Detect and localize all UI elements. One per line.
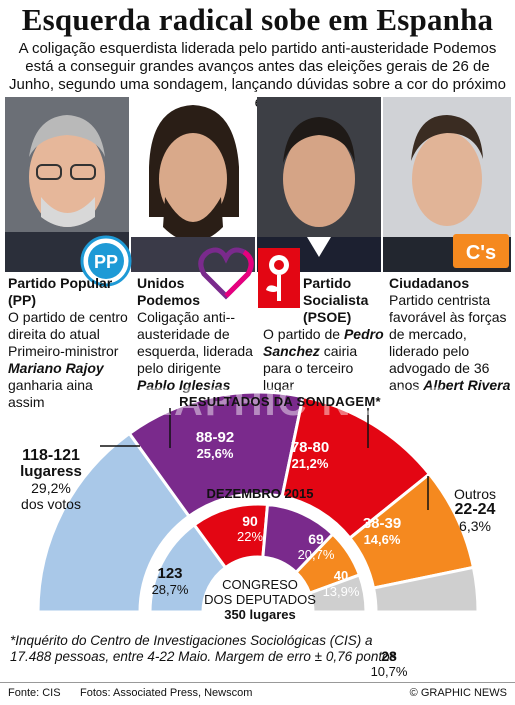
label-psoe-dec: 90 22% [222,513,278,545]
seats: 69 [308,531,324,547]
party-leader: Pedro Sanchez [263,326,384,359]
seats: 40 [333,568,349,583]
december-segment-outros [307,573,368,614]
podemos-heart-logo [196,246,256,306]
party-cs: Ciudadanos Partido centrista favorável à… [389,275,513,394]
seats: 22-24 [454,501,496,518]
vote-share: 14,6% [363,532,401,547]
seats: 88-92 [195,429,235,446]
congress-line2: DOS DEPUTADOS [204,592,316,607]
december-ring [148,502,368,614]
label-podemos-poll: 88-92 25,6% [180,430,250,462]
vote-share: 21,2% [291,456,329,471]
congress-label: CONGRESO DOS DEPUTADOS 350 lugares [200,577,320,622]
page-title: Esquerda radical sobe em Espanha [21,2,494,37]
pp-logo: PP [80,235,132,292]
leader-lines [100,408,429,510]
parliament-chart [36,390,480,614]
label-psoe-poll: 78-80 21,2% [275,440,345,472]
seats: 78-80 [290,439,330,456]
party-podemos: Unidos Podemos Coligação anti--austerida… [137,275,261,394]
party-desc: Coligação anti--austeridade de esquerda,… [137,309,253,376]
seats: 38-39 [362,515,402,532]
december-title: DEZEMBRO 2015 [206,486,314,501]
congress-seats: 350 lugares [224,607,296,622]
seats: 118-121 [22,447,80,464]
seats: 90 [242,513,258,529]
vote-unit: dos votos [21,496,81,512]
footer: Fonte: CIS Fotos: Associated Press, News… [0,682,515,705]
seats-unit: lugaress [20,463,82,480]
cs-logo: C's [453,234,509,273]
label-outros-poll: Outros 22-24 6,3% [440,486,510,534]
party-name: Ciudadanos [389,275,470,291]
party-leader: Mariano Rajoy [8,360,104,376]
label-pp-dec: 123 28,7% [140,566,200,598]
psoe-rose-logo [258,248,300,313]
party-leader: Albert Rivera [423,377,511,393]
label-pp-poll: 118-121 lugaress 29,2% dos votos [6,447,96,513]
watermark: GRAPHIC NEWS [110,380,450,424]
party-name: Unidos Podemos [137,275,201,308]
vote-share: 20,7% [297,547,335,562]
vote-share: 6,3% [459,518,491,534]
footer-source: Fonte: CIS [8,687,61,699]
label-cs-dec: 40 13,9% [316,568,366,600]
congress-line1: CONGRESO [222,577,298,592]
vote-share: 22% [236,529,264,544]
vote-share: 28,7% [151,582,189,597]
party-leader: Pablo Iglesias [137,377,231,393]
cs-logo-text: C's [466,242,496,264]
party-desc: Partido centrista favorável às forças de… [389,292,507,393]
party-desc-after: cairia para o terceiro lugar [263,343,358,393]
vote-share: 13,9% [322,584,360,599]
party-name: Partido Socialista (PSOE) [303,275,369,325]
party-psoe: Partido Socialista (PSOE) O partido de P… [263,275,387,394]
photo-sanchez [257,97,381,272]
party-name: Partido Popular (PP) [8,275,113,308]
pp-logo-text: PP [94,252,118,272]
party-desc: O partido de [263,326,341,342]
seats: 123 [157,565,183,582]
survey-note: *Inquérito do Centro de Investigaciones … [10,633,397,664]
party-pp: Partido Popular (PP) O partido de centro… [8,275,132,411]
party-desc-after: ganharia aina assim [8,377,93,410]
label-cs-poll: 38-39 14,6% [352,516,412,548]
party-name: Outros [453,486,496,502]
poll-segment-outros [371,565,480,614]
photo-iglesias [131,97,255,272]
poll-ring [36,390,480,614]
label-podemos-dec: 69 20,7% [288,531,344,563]
seats: 28 [381,648,397,664]
vote-share: 25,6% [196,446,234,461]
party-desc: O partido de centro direita do atual Pri… [8,309,128,359]
label-outros-dec: 28 10,7% [364,648,414,680]
results-title: RESULTADOS DA SONDAGEM* [179,394,381,409]
footer-credit: © GRAPHIC NEWS [409,687,507,699]
vote-share: 29,2% [31,480,71,496]
vote-share: 10,7% [370,664,408,679]
footer-photos: Fotos: Associated Press, Newscom [80,687,253,699]
